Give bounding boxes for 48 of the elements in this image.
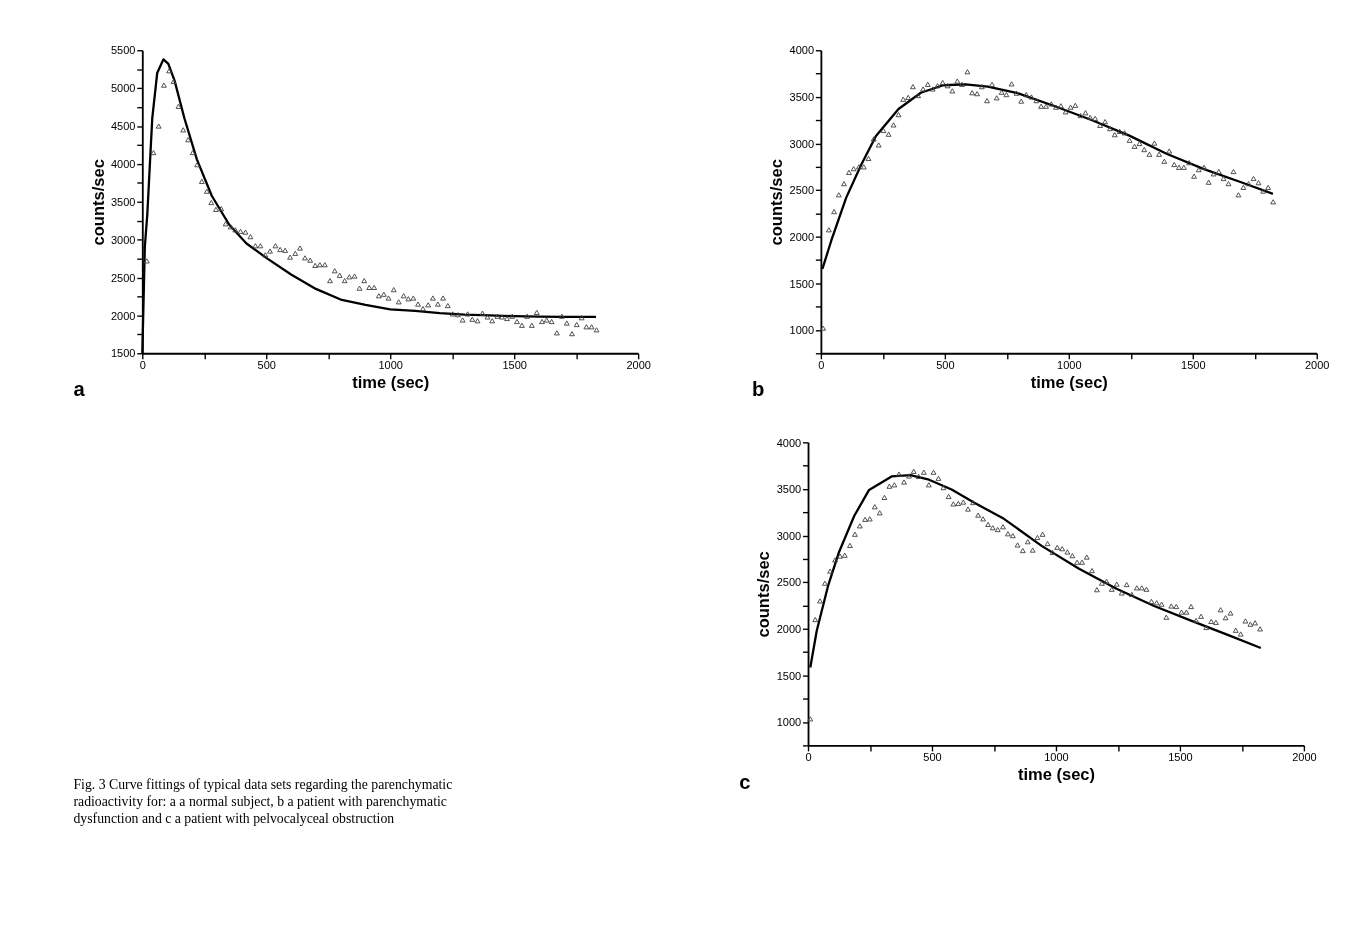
text: c: [739, 770, 751, 793]
x-tick-label: 1000: [1057, 359, 1082, 372]
x-tick-label: 1500: [1168, 751, 1193, 764]
y-tick-label: 2500: [776, 576, 802, 589]
y-tick-label: 3500: [789, 91, 815, 104]
x-tick-label: 500: [923, 751, 942, 764]
y-tick-label: 2500: [110, 271, 136, 284]
x-tick-label: 1000: [378, 359, 403, 372]
y-tick-label: 2500: [789, 184, 815, 197]
x-tick-label: 500: [936, 359, 955, 372]
y-tick-label: 4000: [110, 158, 136, 171]
y-tick-label: 4500: [110, 120, 136, 133]
x-axis-title: time (sec): [1030, 372, 1108, 392]
y-axis-title: counts/sec: [88, 159, 108, 246]
y-tick-label: 1000: [776, 716, 802, 729]
x-tick-label: 1500: [1181, 359, 1206, 372]
y-tick-label: 5500: [110, 44, 136, 57]
x-tick-label: 0: [805, 751, 812, 764]
y-tick-label: 4000: [776, 436, 802, 449]
x-tick-label: 500: [257, 359, 276, 372]
y-tick-label: 1500: [110, 347, 136, 360]
x-tick-label: 1500: [502, 359, 527, 372]
text: b: [752, 378, 765, 401]
y-tick-label: 2000: [110, 309, 136, 322]
x-tick-label: 2000: [1292, 751, 1317, 764]
x-axis-title: time (sec): [1017, 764, 1096, 784]
y-tick-label: 3000: [110, 233, 136, 246]
y-tick-label: 1500: [776, 669, 802, 682]
x-axis-title: time (sec): [352, 372, 430, 392]
caption: Fig. 3 Curve fittings of typical data sets regarding the parenchymatic radioactivity for: a a normal subject, b a patient with parenchymatic dysfunction and c a patient with pelvocalyceal obstruction: [73, 776, 453, 827]
y-tick-label: 2000: [789, 230, 815, 243]
x-tick-label: 2000: [1305, 359, 1330, 372]
y-tick-label: 2000: [776, 623, 802, 635]
y-tick-label: 1500: [789, 277, 815, 290]
text: a: [73, 378, 86, 401]
x-tick-label: 0: [139, 359, 146, 372]
y-tick-label: 3500: [776, 483, 802, 496]
y-tick-label: 3000: [789, 137, 815, 150]
y-axis-title: counts/sec: [767, 159, 787, 246]
y-tick-label: 5000: [110, 82, 136, 95]
x-tick-label: 1000: [1044, 751, 1069, 764]
y-tick-label: 3000: [776, 529, 802, 542]
y-tick-label: 3500: [110, 195, 136, 208]
x-tick-label: 2000: [626, 359, 651, 372]
y-axis-title: counts/sec: [754, 551, 774, 638]
y-tick-label: 1000: [789, 324, 815, 337]
y-tick-label: 4000: [789, 44, 815, 57]
x-tick-label: 0: [818, 359, 825, 372]
